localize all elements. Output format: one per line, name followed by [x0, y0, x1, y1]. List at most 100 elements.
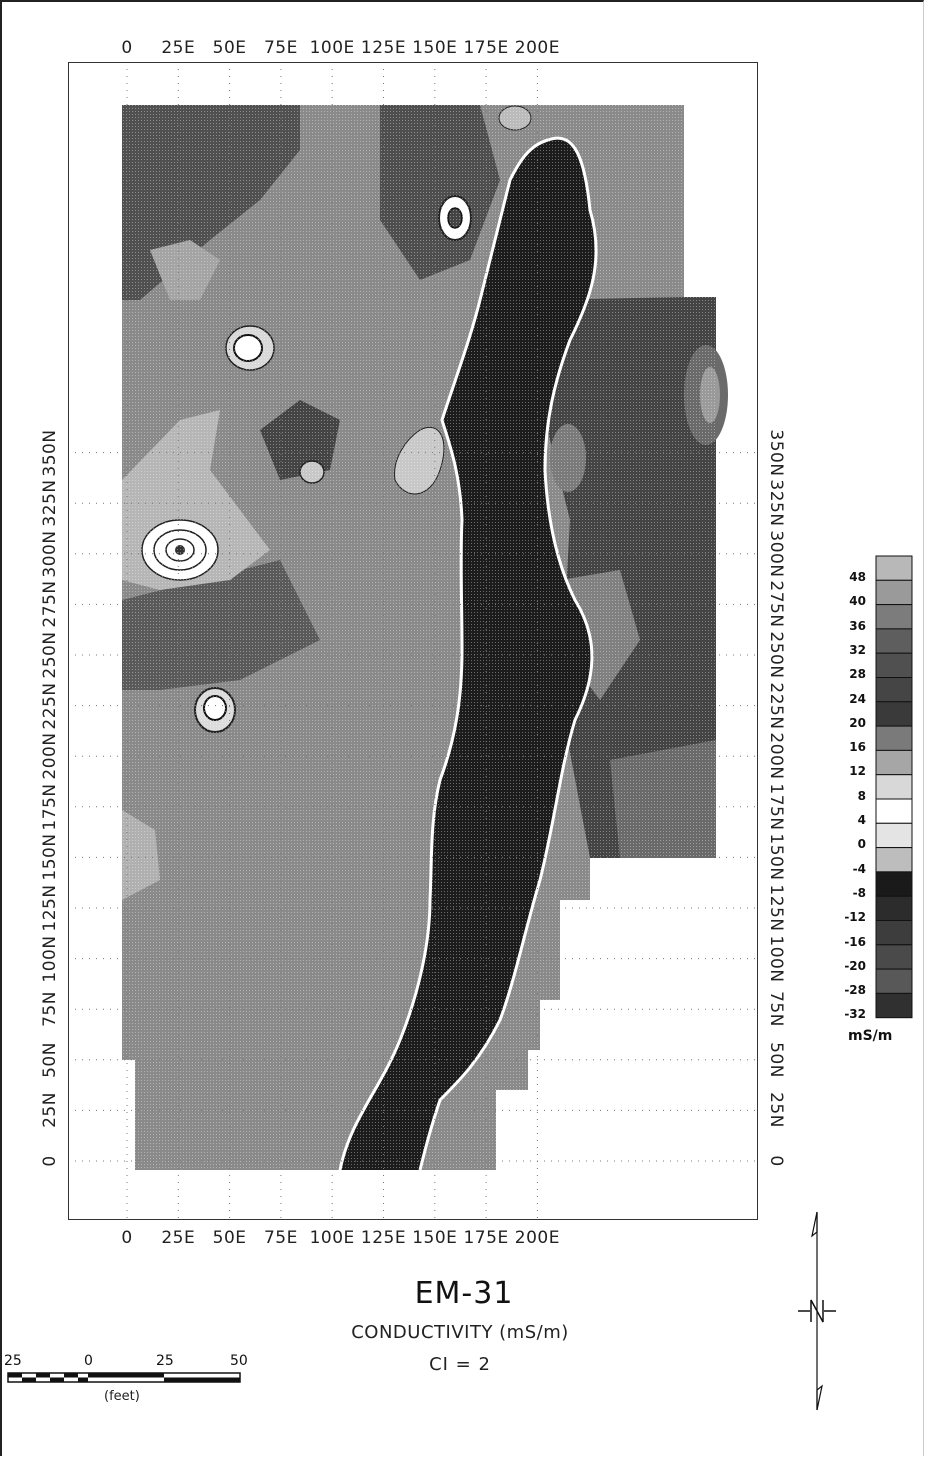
y-tick-left: 300N [40, 530, 60, 578]
y-tick-right: 200N [766, 732, 786, 780]
scale-label-neg25: 25 [4, 1353, 22, 1369]
x-tick-bottom: 125E [360, 1228, 407, 1248]
unsurveyed-area-se [496, 858, 760, 1170]
legend-unit: mS/m [848, 1028, 893, 1044]
y-tick-left: 125N [40, 884, 60, 932]
legend-swatch [875, 604, 913, 630]
x-tick-top: 175E [463, 38, 509, 58]
y-tick-right: 175N [766, 783, 786, 831]
legend-swatch [875, 701, 913, 727]
legend-swatch [875, 895, 913, 922]
y-tick-right: 75N [766, 991, 786, 1028]
legend-label: 8 [857, 788, 866, 803]
legend-swatch [875, 992, 913, 1019]
y-tick-left: 250N [40, 631, 60, 679]
north-arrow-icon [798, 1211, 836, 1411]
x-tick-top: 0 [121, 38, 133, 58]
y-tick-right: 125N [766, 884, 786, 932]
legend-label: 12 [849, 764, 866, 779]
legend-swatches [875, 555, 913, 1019]
legend-swatch [875, 749, 913, 776]
x-tick-bottom: 150E [412, 1228, 458, 1248]
conductivity-field [122, 105, 760, 1171]
legend-label: 24 [849, 691, 866, 706]
y-tick-right: 100N [766, 935, 786, 983]
legend-swatch [875, 628, 913, 654]
unsurveyed-strip [560, 900, 590, 1000]
y-tick-left: 175N [40, 783, 60, 831]
x-tick-bottom: 75E [263, 1228, 298, 1248]
scale-label-0: 0 [84, 1353, 93, 1369]
y-tick-right: 350N [766, 429, 786, 477]
y-tick-left: 0 [40, 1155, 60, 1167]
legend-label: -8 [852, 885, 866, 900]
y-tick-left: 325N [40, 479, 60, 527]
legend-swatch [875, 774, 913, 800]
y-tick-right: 50N [766, 1041, 786, 1078]
legend-label: 48 [849, 570, 866, 584]
x-tick-bottom: 0 [121, 1228, 133, 1248]
legend-label: -12 [844, 910, 866, 925]
x-tick-top: 200E [514, 38, 560, 58]
legend-label: 32 [849, 642, 866, 657]
map-frame [68, 62, 758, 1220]
y-tick-right: 225N [766, 682, 786, 730]
contour-interval: CI = 2 [429, 1354, 491, 1375]
x-tick-bottom: 100E [309, 1228, 355, 1248]
map-subtitle: CONDUCTIVITY (mS/m) [351, 1322, 569, 1343]
x-tick-top: 150E [412, 38, 458, 58]
y-tick-left: 100N [40, 935, 60, 983]
legend-label: -16 [844, 934, 866, 949]
x-tick-top: 25E [161, 38, 196, 58]
x-tick-bottom: 175E [463, 1228, 509, 1248]
legend-label: 28 [849, 667, 866, 682]
y-tick-left: 350N [40, 429, 60, 477]
legend-swatch [875, 798, 913, 824]
unsurveyed-gap-sw [122, 1060, 135, 1170]
legend-swatch [875, 555, 913, 581]
legend-label: -32 [844, 1007, 866, 1022]
y-tick-left: 75N [40, 991, 60, 1028]
y-tick-right: 325N [766, 479, 786, 527]
y-tick-right: 25N [766, 1092, 786, 1129]
legend-swatch [875, 677, 913, 703]
legend-swatch [875, 847, 913, 873]
map-title: EM-31 [414, 1276, 514, 1311]
legend-swatch [875, 944, 913, 970]
x-tick-top: 125E [360, 38, 407, 58]
x-tick-bottom: 25E [161, 1228, 196, 1248]
y-tick-left: 50N [40, 1041, 60, 1078]
legend-label: -20 [844, 958, 866, 973]
legend-label: -4 [852, 861, 866, 876]
legend-label: 40 [849, 594, 866, 609]
scale-unit: (feet) [104, 1389, 140, 1404]
x-tick-top: 75E [263, 38, 298, 58]
y-tick-right: 0 [766, 1155, 786, 1167]
x-tick-top: 100E [309, 38, 355, 58]
legend-label: 20 [849, 715, 866, 730]
scale-bar [7, 1372, 241, 1383]
y-tick-right: 300N [766, 530, 786, 578]
scale-label-25: 25 [156, 1353, 174, 1369]
y-tick-left: 150N [40, 833, 60, 881]
y-tick-left: 275N [40, 580, 60, 628]
x-tick-bottom: 200E [514, 1228, 560, 1248]
scale-label-50: 50 [230, 1353, 248, 1369]
legend-swatch [875, 822, 913, 849]
y-tick-left: 25N [40, 1092, 60, 1129]
legend-swatch [875, 725, 913, 751]
grid-lines [68, 62, 758, 1220]
y-tick-left: 200N [40, 732, 60, 780]
legend-swatch [875, 579, 913, 606]
legend-label: 36 [849, 618, 866, 633]
y-tick-right: 250N [766, 631, 786, 679]
legend-label: -28 [844, 983, 866, 998]
texture-overlay [122, 105, 716, 1170]
legend-label: 0 [857, 837, 866, 852]
y-tick-right: 275N [766, 580, 786, 628]
legend-swatch [875, 920, 913, 946]
x-tick-bottom: 50E [212, 1228, 247, 1248]
y-tick-right: 150N [766, 833, 786, 881]
